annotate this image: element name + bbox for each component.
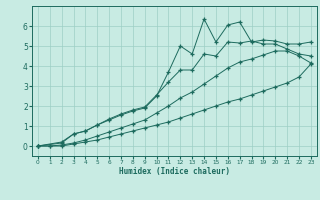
X-axis label: Humidex (Indice chaleur): Humidex (Indice chaleur) <box>119 167 230 176</box>
